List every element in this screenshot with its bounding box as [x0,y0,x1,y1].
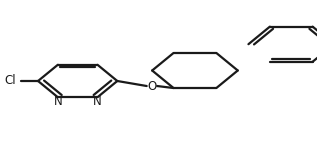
Text: Cl: Cl [4,75,16,87]
Text: O: O [148,80,157,93]
Text: N: N [93,95,102,108]
Text: N: N [54,95,62,108]
